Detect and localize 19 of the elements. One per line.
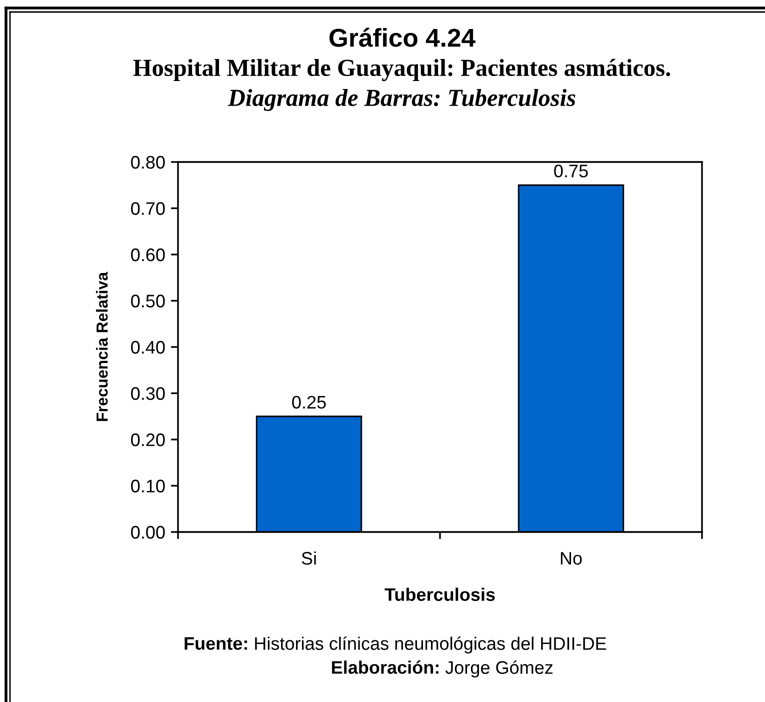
y-tick-label: 0.00 [131,526,165,539]
source-note: Fuente: Historias clínicas neumológicas del HDII-DE [184,636,606,654]
y-tick-label: 0.70 [131,202,165,215]
y-tick-label: 0.80 [131,156,165,169]
data-label: 0.25 [292,396,326,409]
y-tick-label: 0.20 [131,433,165,446]
x-tick-label: No [560,552,582,565]
y-tick-label: 0.10 [131,480,165,492]
text: Elaboración: Jorge Gómez [332,660,553,678]
data-label: 0.75 [554,164,588,178]
y-tick-label: 0.60 [131,248,165,262]
chart-title: Gráfico 4.24 [330,28,476,47]
y-axis-title: Frecuencia Relativa [96,272,108,421]
y-tick-label: 0.40 [131,340,165,354]
x-tick-label: Si [302,551,316,565]
chart-subtitle: Hospital Militar de Guayaquil: Pacientes asmáticos. Diagrama de Barras: Tuberculosis [133,58,670,112]
x-axis-title: Tuberculosis [384,588,495,601]
y-tick-label: 0.30 [131,387,165,400]
y-tick-label: 0.50 [131,294,165,308]
